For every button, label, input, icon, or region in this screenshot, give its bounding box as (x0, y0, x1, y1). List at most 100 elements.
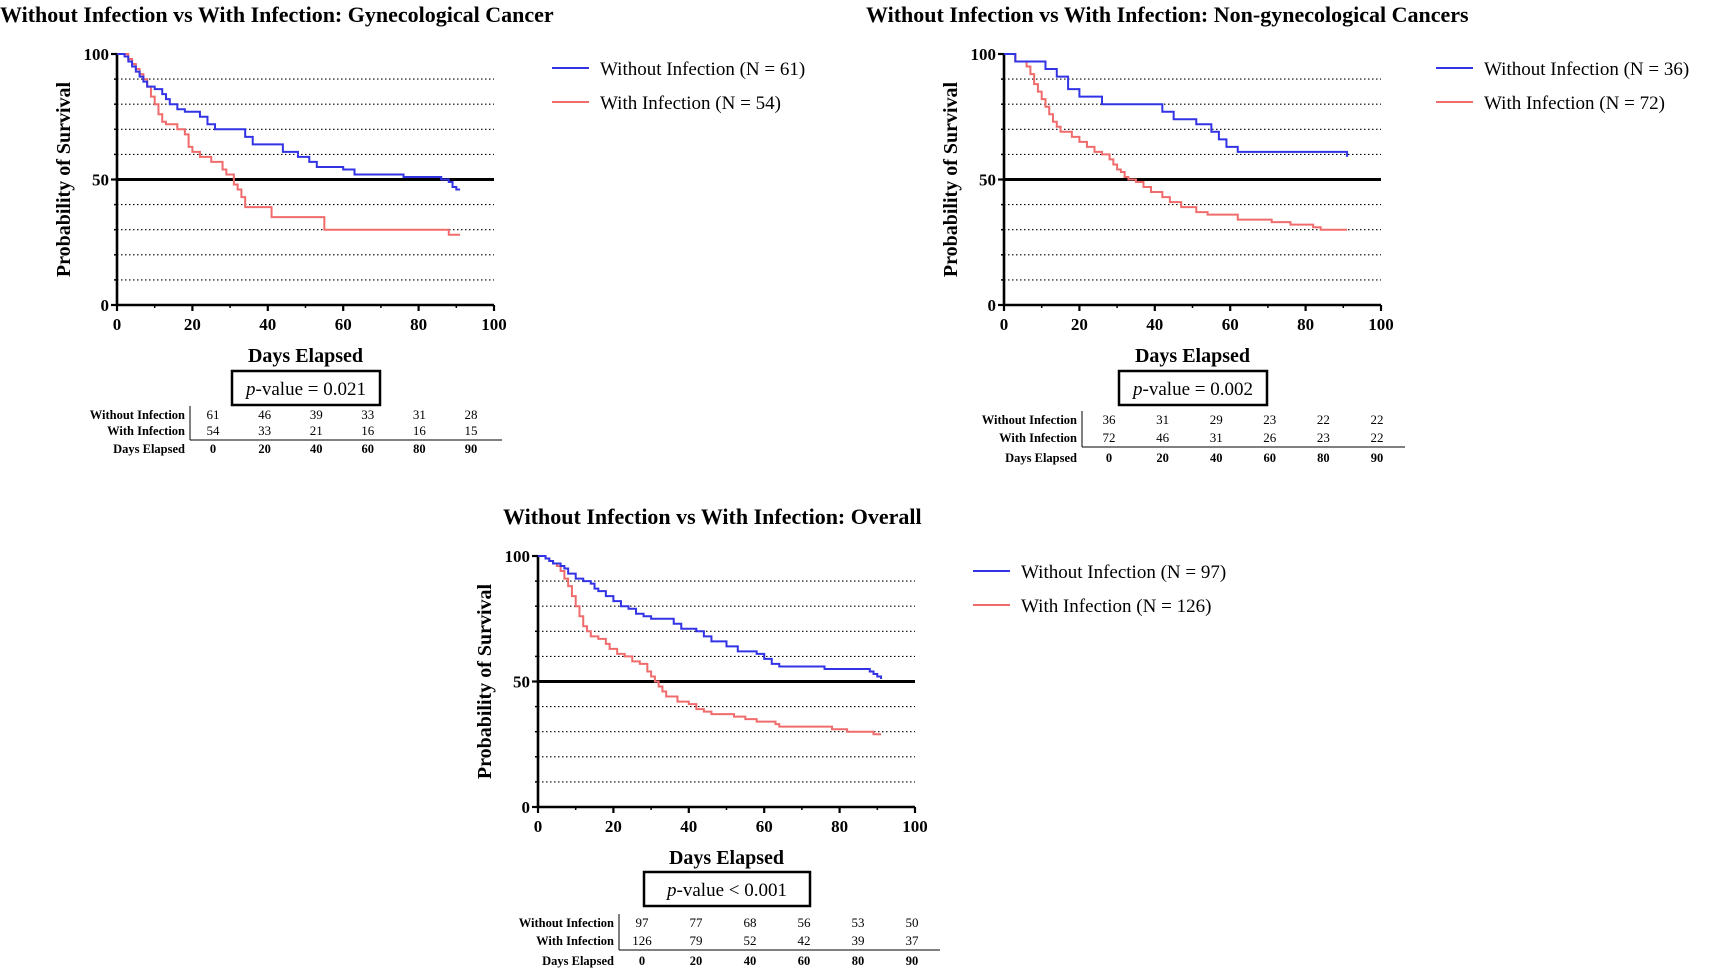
risk-day-value: 60 (1264, 451, 1277, 465)
chart-title: Without Infection vs With Infection: Gyn… (0, 2, 554, 27)
legend-label: Without Infection (N = 36) (1484, 59, 1689, 80)
risk-count: 31 (1210, 430, 1223, 445)
x-axis-label: Days Elapsed (248, 345, 363, 367)
y-axis-label: Probability of Survival (940, 81, 962, 277)
risk-day-value: 0 (210, 442, 216, 456)
p-value-box (1117, 369, 1269, 407)
risk-day-value: 90 (906, 954, 919, 968)
risk-row-label: With Infection (999, 431, 1077, 445)
y-tick-label: 0 (988, 296, 997, 315)
risk-count: 26 (1263, 430, 1277, 445)
y-tick-label: 50 (513, 673, 530, 692)
x-tick-label: 80 (1297, 315, 1314, 334)
risk-count: 77 (690, 915, 704, 930)
risk-count: 28 (465, 407, 478, 422)
p-value-symbol: p (244, 379, 256, 400)
risk-day-value: 60 (798, 954, 811, 968)
p-value-symbol: p (665, 880, 677, 901)
risk-count: 53 (852, 915, 865, 930)
risk-count: 79 (690, 933, 703, 948)
survival-curve-without-infection (538, 555, 883, 679)
risk-count: 46 (258, 407, 272, 422)
x-tick-label: 20 (1071, 315, 1088, 334)
risk-count: 16 (413, 423, 427, 438)
legend-label: Without Infection (N = 61) (600, 59, 805, 80)
risk-day-value: 40 (310, 442, 323, 456)
survival-curve-with-infection (1004, 53, 1348, 231)
risk-count: 16 (361, 423, 375, 438)
p-value-text: p-value = 0.002 (1131, 379, 1253, 400)
x-tick-label: 60 (1222, 315, 1239, 334)
p-value-number: -value = 0.002 (1143, 379, 1253, 400)
risk-count: 68 (744, 915, 757, 930)
p-value-box (230, 369, 382, 407)
risk-count: 97 (636, 915, 650, 930)
x-axis-label: Days Elapsed (1135, 345, 1250, 367)
risk-day-value: 20 (258, 442, 271, 456)
y-tick-label: 100 (505, 547, 531, 566)
risk-count: 42 (798, 933, 811, 948)
risk-row-label: Without Infection (982, 413, 1077, 427)
y-tick-label: 100 (84, 45, 110, 64)
survival-curve-without-infection (117, 53, 461, 191)
x-tick-label: 60 (756, 817, 773, 836)
risk-count: 50 (906, 915, 919, 930)
legend-label: With Infection (N = 72) (1484, 93, 1665, 114)
survival-curve-without-infection (1004, 53, 1349, 157)
risk-count: 29 (1210, 412, 1223, 427)
x-tick-label: 80 (410, 315, 427, 334)
risk-count: 39 (310, 407, 323, 422)
risk-day-value: 40 (744, 954, 757, 968)
y-tick-label: 0 (101, 296, 110, 315)
risk-count: 31 (413, 407, 426, 422)
x-tick-label: 0 (1000, 315, 1009, 334)
y-tick-label: 0 (522, 798, 531, 817)
risk-row-label: Without Infection (519, 916, 614, 930)
risk-count: 31 (1156, 412, 1169, 427)
risk-day-value: 20 (1156, 451, 1169, 465)
risk-count: 23 (1317, 430, 1330, 445)
km-panel-3: Without Infection vs With Infection: Ove… (474, 504, 1226, 968)
risk-count: 54 (207, 423, 221, 438)
risk-day-value: 40 (1210, 451, 1223, 465)
risk-count: 22 (1317, 412, 1330, 427)
km-panel-2: Without Infection vs With Infection: Non… (866, 2, 1689, 465)
survival-curve-with-infection (117, 53, 461, 236)
risk-day-value: 90 (465, 442, 478, 456)
x-tick-label: 80 (831, 817, 848, 836)
p-value-box (642, 870, 812, 908)
risk-day-value: 0 (1106, 451, 1112, 465)
risk-count: 37 (906, 933, 920, 948)
risk-count: 33 (258, 423, 271, 438)
x-tick-label: 40 (259, 315, 276, 334)
risk-count: 36 (1103, 412, 1117, 427)
risk-count: 33 (361, 407, 374, 422)
risk-day-value: 0 (639, 954, 645, 968)
risk-count: 46 (1156, 430, 1170, 445)
risk-count: 21 (310, 423, 323, 438)
y-tick-label: 100 (971, 45, 997, 64)
risk-row-label: With Infection (536, 934, 614, 948)
risk-day-value: 20 (690, 954, 703, 968)
x-tick-label: 100 (481, 315, 507, 334)
risk-day-value: 80 (1317, 451, 1330, 465)
risk-row-label: Without Infection (90, 408, 185, 422)
risk-day-value: 80 (413, 442, 426, 456)
chart-title: Without Infection vs With Infection: Ove… (503, 504, 922, 529)
risk-count: 22 (1371, 430, 1384, 445)
x-axis-label: Days Elapsed (669, 847, 784, 869)
risk-count: 52 (744, 933, 757, 948)
risk-days-label: Days Elapsed (1005, 451, 1077, 465)
risk-day-value: 90 (1371, 451, 1384, 465)
risk-day-value: 80 (852, 954, 865, 968)
legend-label: With Infection (N = 54) (600, 93, 781, 114)
risk-count: 72 (1103, 430, 1116, 445)
legend-label: Without Infection (N = 97) (1021, 562, 1226, 583)
p-value-text: p-value = 0.021 (244, 379, 366, 400)
y-axis-label: Probability of Survival (53, 81, 75, 277)
p-value-number: -value = 0.021 (256, 379, 366, 400)
risk-days-label: Days Elapsed (542, 954, 614, 968)
p-value-symbol: p (1131, 379, 1143, 400)
risk-count: 23 (1263, 412, 1276, 427)
